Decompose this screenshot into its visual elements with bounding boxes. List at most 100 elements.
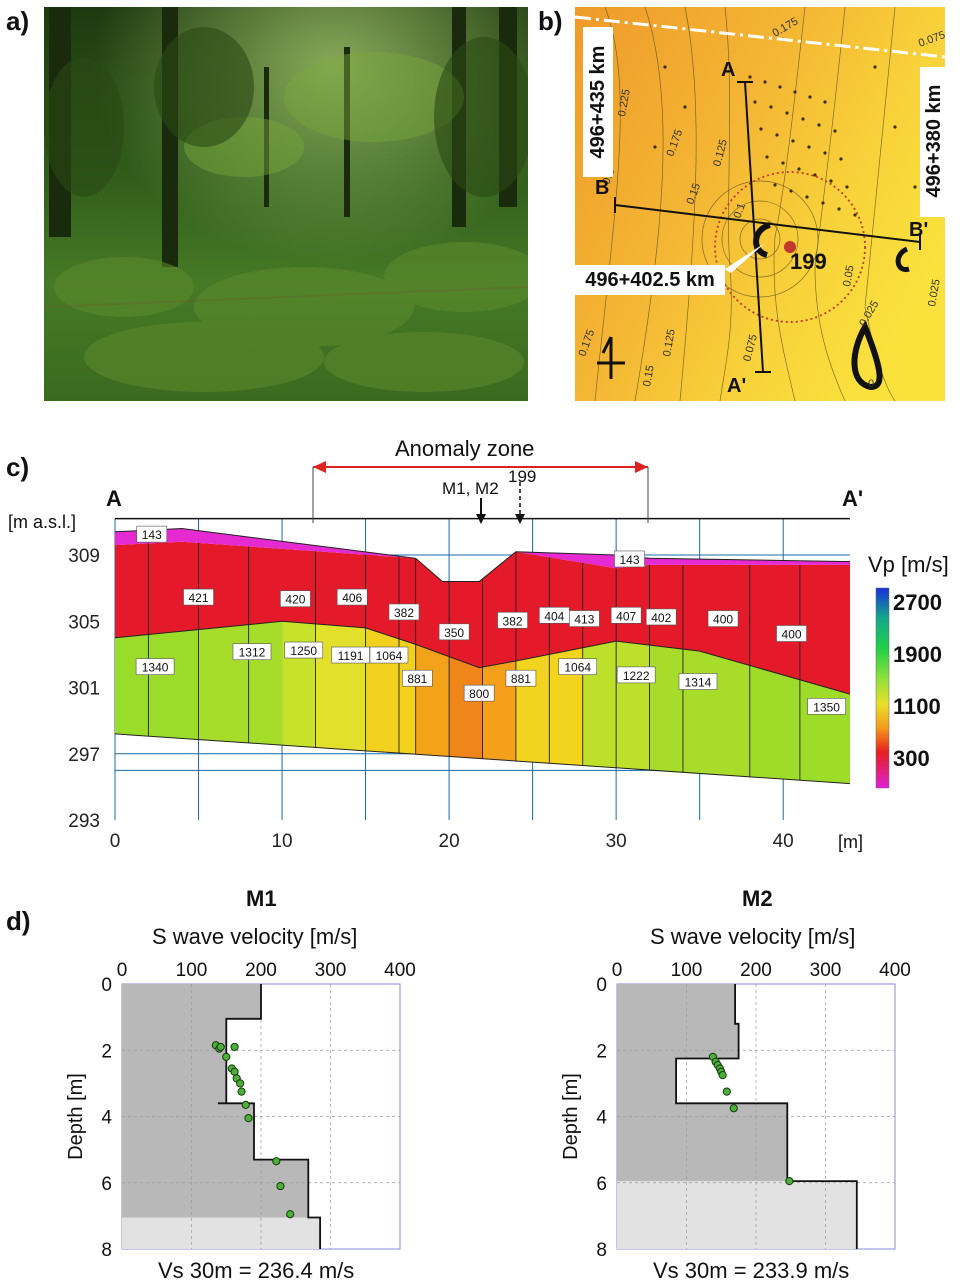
section-x-tick: 40 bbox=[773, 831, 794, 852]
profile-data-point bbox=[277, 1182, 284, 1189]
profile-data-point bbox=[719, 1071, 726, 1078]
vp-label-mid: 400 bbox=[782, 628, 802, 642]
profile-y-tick: 0 bbox=[101, 975, 112, 996]
panel-letter-a: a) bbox=[6, 6, 29, 37]
map-label-B-prime: B' bbox=[909, 219, 928, 242]
section-label-A-prime: A' bbox=[842, 486, 863, 512]
section-lower-layer-cell bbox=[199, 621, 283, 745]
section-lower-layer-cell bbox=[449, 657, 482, 759]
vp-label-mid: 350 bbox=[444, 626, 464, 640]
section-y-tick: 297 bbox=[68, 745, 100, 766]
panel-letter-b: b) bbox=[538, 6, 563, 37]
vp-label-bottom: 1314 bbox=[685, 676, 712, 690]
svg-text:0: 0 bbox=[868, 378, 874, 390]
forest-photo bbox=[44, 7, 528, 401]
profile-x-tick: 100 bbox=[671, 960, 703, 981]
profile-x-tick: 200 bbox=[245, 960, 277, 981]
profile-x-tick: 100 bbox=[176, 960, 208, 981]
km-label-mid: 496+402.5 km bbox=[575, 265, 725, 295]
m1-m2-label: M1, M2 bbox=[442, 479, 499, 499]
section-lower-layer-cell bbox=[115, 630, 199, 740]
m2-profile-chart: 0 100 200 300 400 0 2 4 6 8 Depth [m] bbox=[555, 952, 935, 1262]
map-label-B: B bbox=[595, 177, 609, 200]
profile-y-tick: 6 bbox=[596, 1174, 607, 1195]
vp-label-bottom: 1340 bbox=[142, 661, 169, 675]
profile-ylabel: Depth [m] bbox=[560, 1073, 582, 1160]
profile-x-tick: 0 bbox=[117, 960, 128, 981]
vp-label-mid: 400 bbox=[713, 613, 733, 627]
vp-label-top: 143 bbox=[142, 528, 162, 542]
section-y-tick: 309 bbox=[68, 546, 100, 567]
profile-y-tick: 2 bbox=[596, 1041, 607, 1062]
section-label-A: A bbox=[106, 486, 122, 512]
section-lower-layer-cell bbox=[416, 644, 449, 756]
vp-label-bottom: 881 bbox=[511, 672, 531, 686]
km-label-right: 496+380 km bbox=[920, 66, 945, 216]
profile-ylabel: Depth [m] bbox=[65, 1073, 87, 1160]
vp-label-mid: 404 bbox=[544, 609, 564, 623]
profile-x-tick: 0 bbox=[612, 960, 623, 981]
profile-data-point bbox=[273, 1158, 280, 1165]
legend-tick-1100: 1100 bbox=[893, 694, 941, 720]
section-x-tick: 30 bbox=[606, 831, 627, 852]
vp-label-bottom: 881 bbox=[407, 672, 427, 686]
profile-data-point bbox=[723, 1088, 730, 1095]
vp-label-bottom: 1312 bbox=[239, 646, 266, 660]
profile-data-point bbox=[237, 1080, 244, 1087]
vp-label-bottom: 1250 bbox=[290, 644, 317, 658]
vp-label-bottom: 1064 bbox=[564, 661, 591, 675]
profile-data-point bbox=[231, 1068, 238, 1075]
vp-label-bottom: 1064 bbox=[376, 649, 403, 663]
m1-profile-chart: 0 100 200 300 400 0 2 4 6 8 Depth [m] bbox=[60, 952, 440, 1262]
km-label-left: 496+435 km bbox=[583, 27, 613, 177]
section-x-tick: 20 bbox=[439, 831, 460, 852]
vp-label-mid: 402 bbox=[651, 611, 671, 625]
panel-letter-d: d) bbox=[6, 906, 31, 937]
legend-tick-2700: 2700 bbox=[893, 590, 942, 616]
profile-data-point bbox=[231, 1043, 238, 1050]
anomaly-map: 0.225 0.175 0.2 0.15 0.125 0.1 0.05 0.02… bbox=[575, 7, 945, 401]
section-lower-layer-cell bbox=[650, 645, 750, 777]
vp-label-bottom: 800 bbox=[469, 687, 489, 701]
profile-data-point bbox=[786, 1177, 793, 1184]
section-y-tick: 305 bbox=[68, 612, 100, 633]
profile-y-tick: 6 bbox=[101, 1174, 112, 1195]
profile-x-tick: 200 bbox=[740, 960, 772, 981]
vp-label-bottom: 1350 bbox=[813, 700, 840, 714]
profile-data-point bbox=[287, 1211, 294, 1218]
vp-label-mid: 421 bbox=[189, 591, 209, 605]
profile-x-tick: 300 bbox=[315, 960, 347, 981]
point-label: 199 bbox=[790, 249, 827, 275]
profile-y-tick: 4 bbox=[596, 1108, 607, 1129]
section-x-tick: 10 bbox=[271, 831, 292, 852]
vp-label-mid: 406 bbox=[342, 591, 362, 605]
y-axis-unit: [m a.s.l.] bbox=[8, 512, 76, 533]
profile-data-point bbox=[730, 1105, 737, 1112]
section-x-tick: 0 bbox=[110, 831, 121, 852]
m2-title: M2 bbox=[742, 886, 773, 912]
x-axis-unit: [m] bbox=[838, 832, 863, 853]
profile-x-tick: 400 bbox=[384, 960, 416, 981]
map-label-A-prime: A' bbox=[727, 375, 746, 398]
section-lower-layer-cell bbox=[282, 621, 315, 747]
vp-label-bottom: 1222 bbox=[623, 669, 650, 683]
profile-y-tick: 2 bbox=[101, 1041, 112, 1062]
vp-label-mid: 407 bbox=[616, 609, 636, 623]
profile-y-tick: 0 bbox=[596, 975, 607, 996]
profile-x-tick: 300 bbox=[810, 960, 842, 981]
point-199-label: 199 bbox=[508, 467, 536, 487]
legend-tick-1900: 1900 bbox=[893, 642, 942, 668]
legend-title: Vp [m/s] bbox=[868, 552, 949, 578]
profile-data-point bbox=[245, 1115, 252, 1122]
vp-label-mid: 420 bbox=[285, 593, 305, 607]
profile-data-point bbox=[242, 1101, 249, 1108]
map-label-A: A bbox=[721, 59, 735, 82]
section-y-tick: 293 bbox=[68, 811, 100, 832]
vp-label-bottom: 1191 bbox=[338, 649, 364, 663]
profile-y-tick: 8 bbox=[596, 1240, 607, 1261]
m2-xlabel: S wave velocity [m/s] bbox=[650, 924, 855, 950]
m1-xlabel: S wave velocity [m/s] bbox=[152, 924, 357, 950]
vp-label-mid: 382 bbox=[503, 614, 523, 628]
vp-label-mid: 382 bbox=[394, 606, 414, 620]
profile-x-tick: 400 bbox=[879, 960, 911, 981]
